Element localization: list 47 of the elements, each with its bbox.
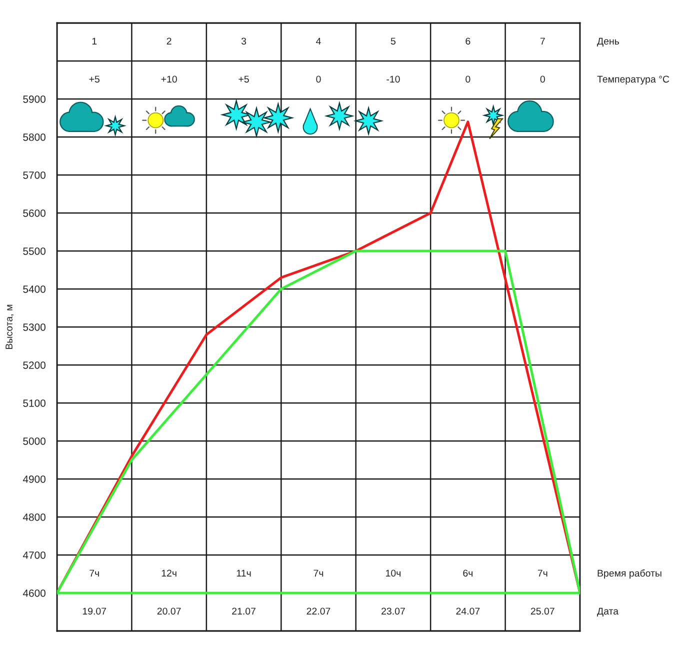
annotation: 12ч [162, 570, 176, 577]
y-tick-label: 5100 [23, 400, 46, 407]
text: Дата [597, 608, 619, 616]
annotation: 7ч [314, 570, 324, 577]
x-axis-title: День [597, 38, 620, 46]
annotation: 7ч [538, 570, 548, 577]
x-tick-label: 5 [390, 38, 396, 45]
annotation: 11ч [236, 570, 251, 577]
annotation: 7ч [90, 570, 99, 577]
y-tick-label: 5000 [23, 438, 46, 445]
annotation: 22.07 [306, 608, 330, 615]
y-tick-label: 5400 [23, 286, 46, 293]
annotation: 21.07 [232, 608, 256, 615]
x-tick-label: 1 [92, 38, 97, 45]
text: Время работы [598, 569, 662, 579]
annotation: +5 [238, 76, 249, 83]
y-tick-label: 4600 [22, 590, 46, 597]
annotation: 24.07 [456, 608, 480, 615]
y-tick-label: 5300 [23, 324, 46, 331]
y-tick-label: 4900 [22, 476, 46, 483]
annotation: 19.07 [82, 608, 106, 615]
annotation: 6ч [463, 570, 472, 577]
text: Температура °C [597, 76, 670, 85]
y-tick-label: 4800 [22, 514, 46, 521]
y-tick-label: 5600 [23, 210, 46, 217]
y-tick-label: 5800 [23, 134, 46, 141]
annotation: -10 [386, 76, 400, 83]
annotation: +5 [89, 76, 100, 83]
x-tick-label: 4 [316, 38, 321, 45]
annotation: 20.07 [157, 608, 181, 615]
annotation: 0 [466, 76, 470, 83]
annotation: 0 [540, 76, 545, 83]
y-axis-title: Высота, м [6, 304, 14, 349]
x-tick-label: 3 [241, 38, 246, 45]
annotation: 25.07 [530, 608, 554, 615]
y-tick-label: 4700 [22, 552, 46, 559]
annotation: 23.07 [382, 608, 405, 615]
annotation: 0 [316, 76, 321, 83]
x-tick-label: 2 [166, 38, 172, 45]
y-tick-label: 5900 [23, 96, 46, 103]
x-tick-label: 6 [466, 38, 470, 45]
y-tick-label: 5200 [23, 362, 46, 369]
annotation: 10ч [386, 570, 400, 577]
y-tick-label: 5500 [23, 248, 46, 255]
x-tick-label: 7 [540, 38, 545, 45]
annotation: +10 [161, 76, 177, 83]
y-tick-label: 5700 [23, 172, 46, 179]
